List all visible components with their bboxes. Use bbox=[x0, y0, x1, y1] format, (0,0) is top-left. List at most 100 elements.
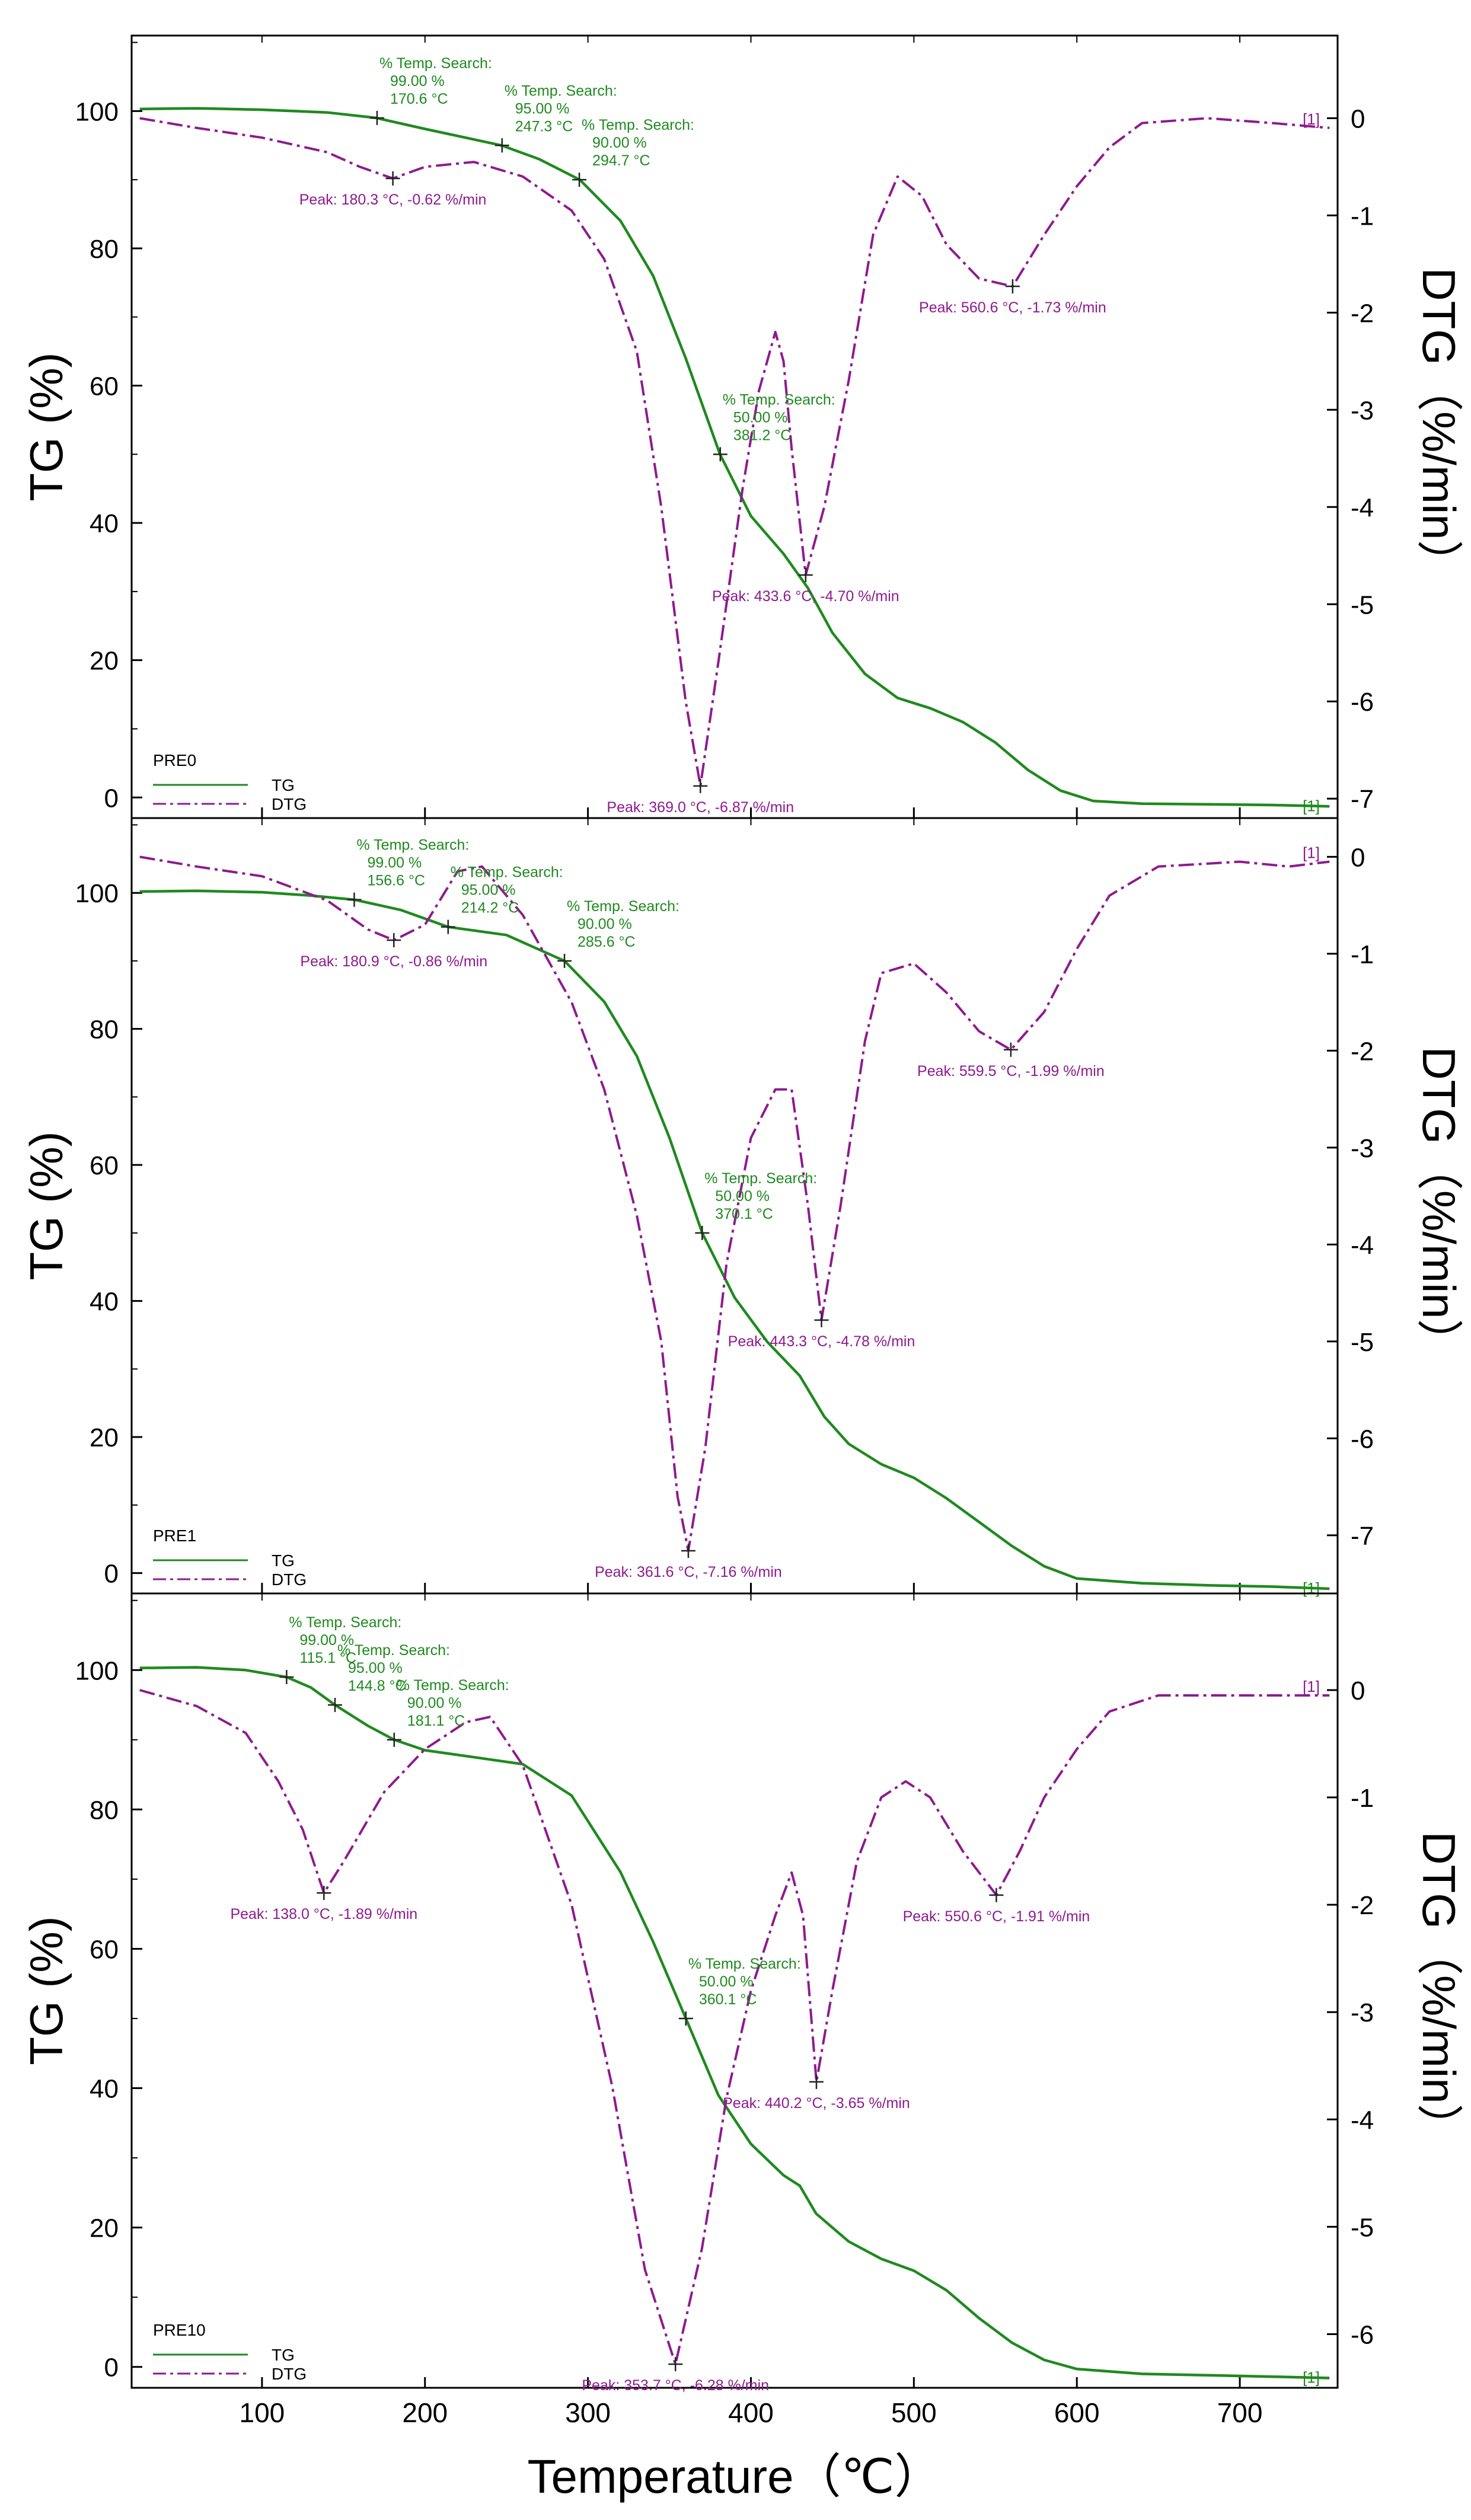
left-tick-label: 20 bbox=[90, 647, 119, 676]
temp-search-label: 285.6 °C bbox=[577, 934, 636, 950]
left-axis-title: TG (%) bbox=[20, 1916, 72, 2065]
left-axis-title: TG (%) bbox=[20, 1131, 72, 1280]
legend-tg-label: TG bbox=[272, 1551, 295, 1570]
temp-search-label: 50.00 % bbox=[733, 409, 788, 426]
dtg-curve-marker: [1] bbox=[1303, 1678, 1320, 1695]
left-tick-label: 20 bbox=[90, 2214, 119, 2243]
tg-curve-marker: [1] bbox=[1303, 2369, 1320, 2387]
left-tick-label: 100 bbox=[75, 879, 119, 908]
x-axis: 100 200 300 400 500 600 700 Temperature（℃） bbox=[240, 2397, 1263, 2503]
peak-label: Peak: 361.6 °C, -7.16 %/min bbox=[595, 1564, 782, 1580]
x-tick-label: 100 bbox=[240, 2397, 285, 2428]
tg-curve bbox=[139, 889, 1330, 1590]
chart-panels: 0 20 40 60 80 100 0 -1 -2 -3 -4 -5 -6 -7 TG (%) DTG（%/m… bbox=[20, 34, 1465, 2394]
left-tick-label: 40 bbox=[90, 1288, 119, 1317]
right-tick-label: -3 bbox=[1351, 396, 1374, 425]
temp-search-label: 90.00 % bbox=[592, 135, 647, 151]
right-tick-label: -7 bbox=[1351, 1522, 1374, 1551]
peak-label: Peak: 440.2 °C, -3.65 %/min bbox=[723, 2095, 910, 2112]
right-axis-title: DTG（%/min） bbox=[1413, 267, 1465, 586]
temp-search-label: 144.8 °C bbox=[348, 1678, 406, 1694]
temp-search-label: % Temp. Search: bbox=[337, 1642, 450, 1659]
left-tick-label: 60 bbox=[90, 1935, 119, 1964]
x-tick-label: 500 bbox=[891, 2397, 937, 2428]
temp-search-label: 115.1 °C bbox=[299, 1650, 356, 1666]
right-tick-label: -3 bbox=[1351, 1134, 1374, 1163]
temp-search-label: 95.00 % bbox=[461, 882, 516, 899]
right-tick-label: -5 bbox=[1351, 590, 1374, 619]
right-axis-title: DTG（%/min） bbox=[1413, 1831, 1465, 2149]
plot-frame bbox=[130, 1592, 1339, 2389]
left-tick-label: 80 bbox=[90, 235, 119, 264]
left-tick-label: 40 bbox=[90, 509, 119, 538]
temp-search-label: % Temp. Search: bbox=[704, 1170, 817, 1187]
peak-label: Peak: 550.6 °C, -1.91 %/min bbox=[903, 1908, 1090, 1925]
temp-search-label: 99.00 % bbox=[299, 1632, 354, 1649]
panel-pre1: 0 20 40 60 80 100 0 -1 -2 -3 -4 -5 -6 -7 TG (%) DTG（%/m… bbox=[20, 817, 1465, 1597]
legend-dtg-label: DTG bbox=[272, 1570, 307, 1589]
panel-title: PRE10 bbox=[153, 2321, 206, 2339]
tg-curve bbox=[139, 107, 1330, 808]
temp-search-label: 170.6 °C bbox=[390, 91, 448, 107]
panel-pre10: 0 20 40 60 80 100 0 -1 -2 -3 -4 -5 -6 TG (%) DTG（%/min… bbox=[20, 1592, 1465, 2394]
temp-search-label: 370.1 °C bbox=[715, 1206, 773, 1222]
right-tick-label: -4 bbox=[1351, 1231, 1374, 1260]
temp-search-label: 381.2 °C bbox=[733, 427, 792, 443]
right-tick-label: -4 bbox=[1351, 493, 1374, 522]
temp-search-label: 95.00 % bbox=[348, 1660, 403, 1676]
right-tick-label: -2 bbox=[1351, 1891, 1374, 1920]
x-tick-label: 600 bbox=[1054, 2397, 1100, 2428]
temp-search-label: 294.7 °C bbox=[592, 152, 650, 169]
right-tick-label: -2 bbox=[1351, 299, 1374, 328]
temp-search-label: % Temp. Search: bbox=[356, 837, 469, 854]
temp-search-label: % Temp. Search: bbox=[397, 1677, 509, 1694]
right-tick-label: -6 bbox=[1351, 688, 1374, 717]
temp-search-label: % Temp. Search: bbox=[379, 55, 492, 72]
right-tick-label: -4 bbox=[1351, 2106, 1374, 2135]
right-tick-label: -2 bbox=[1351, 1037, 1374, 1066]
temp-search-label: 50.00 % bbox=[715, 1188, 770, 1205]
temp-search-label: 156.6 °C bbox=[367, 873, 425, 889]
left-axis-title: TG (%) bbox=[20, 352, 72, 501]
peak-label: Peak: 433.6 °C, -4.70 %/min bbox=[712, 588, 899, 605]
left-tick-label: 60 bbox=[90, 1151, 119, 1180]
right-tick-label: -1 bbox=[1351, 940, 1374, 969]
left-tick-label: 0 bbox=[104, 2353, 119, 2382]
legend-tg-label: TG bbox=[272, 2346, 295, 2364]
panel-title: PRE0 bbox=[153, 751, 196, 769]
peak-label: Peak: 443.3 °C, -4.78 %/min bbox=[728, 1333, 915, 1350]
right-tick-label: 0 bbox=[1351, 843, 1365, 872]
left-tick-label: 0 bbox=[104, 1560, 119, 1589]
tg-curve-marker: [1] bbox=[1303, 797, 1320, 815]
temp-search-label: 181.1 °C bbox=[407, 1713, 465, 1729]
right-axis-title: DTG（%/min） bbox=[1413, 1046, 1465, 1365]
peak-label: Peak: 180.3 °C, -0.62 %/min bbox=[299, 191, 487, 208]
temp-search-label: 247.3 °C bbox=[515, 118, 573, 135]
x-tick-label: 300 bbox=[565, 2397, 611, 2428]
temp-search-label: % Temp. Search: bbox=[688, 1956, 801, 1972]
left-tick-label: 80 bbox=[90, 1015, 119, 1045]
temp-search-label: 214.2 °C bbox=[461, 900, 519, 916]
legend-tg-label: TG bbox=[272, 776, 295, 794]
temp-search-label: % Temp. Search: bbox=[567, 898, 679, 915]
tg-curve bbox=[139, 1666, 1330, 2380]
peak-label: Peak: 180.9 °C, -0.86 %/min bbox=[300, 953, 487, 970]
temp-search-label: % Temp. Search: bbox=[723, 391, 835, 408]
peak-label: Peak: 560.6 °C, -1.73 %/min bbox=[919, 299, 1106, 316]
temp-search-label: 50.00 % bbox=[699, 1973, 754, 1990]
legend-dtg-label: DTG bbox=[272, 2365, 307, 2383]
x-tick-label: 700 bbox=[1217, 2397, 1263, 2428]
left-tick-label: 40 bbox=[90, 2075, 119, 2104]
right-tick-label: -6 bbox=[1351, 2320, 1374, 2349]
x-axis-title: Temperature（℃） bbox=[528, 2450, 942, 2503]
temp-search-label: 360.1 °C bbox=[699, 1991, 757, 2008]
peak-label: Peak: 559.5 °C, -1.99 %/min bbox=[917, 1063, 1105, 1079]
right-tick-label: -7 bbox=[1351, 785, 1374, 814]
peak-label: Peak: 369.0 °C, -6.87 %/min bbox=[607, 799, 794, 816]
panel-title: PRE1 bbox=[153, 1526, 196, 1545]
temp-search-label: % Temp. Search: bbox=[582, 117, 694, 133]
left-tick-label: 60 bbox=[90, 372, 119, 401]
left-tick-label: 100 bbox=[75, 97, 119, 126]
